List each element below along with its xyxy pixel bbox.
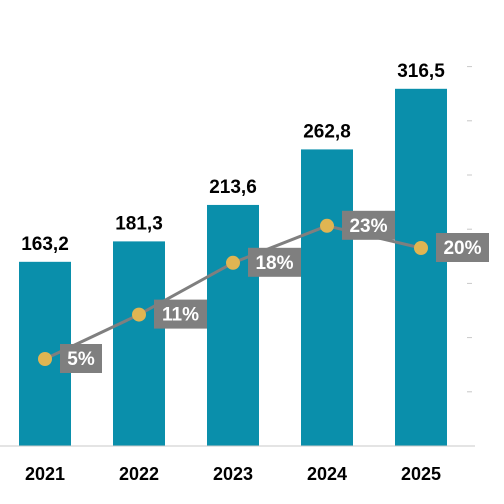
percent-label-box <box>248 247 301 277</box>
percent-marker <box>320 218 334 233</box>
percent-label-box <box>342 210 395 240</box>
percent-label-box <box>154 299 207 329</box>
line-series: 5% 11% 18% 23% 20% <box>38 210 489 373</box>
percent-label-box <box>436 233 489 262</box>
bar-value-label: 213,6 <box>209 177 257 198</box>
category-label: 2021 <box>25 464 65 484</box>
category-axis: 2021 2022 2023 2024 2025 <box>0 445 475 484</box>
bar-value-label: 163,2 <box>21 234 69 255</box>
bar <box>301 149 353 446</box>
category-label: 2022 <box>119 464 159 484</box>
percent-marker <box>226 255 240 270</box>
category-label: 2024 <box>307 464 347 484</box>
bar-value-label: 181,3 <box>115 213 163 234</box>
percent-label: 23% <box>349 216 387 237</box>
percent-label: 5% <box>67 349 95 370</box>
percent-label: 18% <box>255 253 293 274</box>
bar <box>207 204 259 446</box>
category-label: 2023 <box>213 464 253 484</box>
right-axis-ticks <box>467 66 472 447</box>
percent-marker <box>38 352 52 366</box>
percent-label: 11% <box>162 305 199 326</box>
percent-label: 20% <box>443 238 481 259</box>
bar <box>395 88 447 447</box>
bar-group: 163,2 181,3 213,6 262,8 316,5 <box>19 61 447 447</box>
category-label: 2025 <box>401 464 441 484</box>
bar-value-label: 316,5 <box>397 61 445 82</box>
percent-marker <box>414 241 428 255</box>
percent-label-box <box>60 344 102 373</box>
bar-value-label: 262,8 <box>303 121 351 142</box>
bar <box>113 241 165 446</box>
percent-marker <box>132 307 146 322</box>
